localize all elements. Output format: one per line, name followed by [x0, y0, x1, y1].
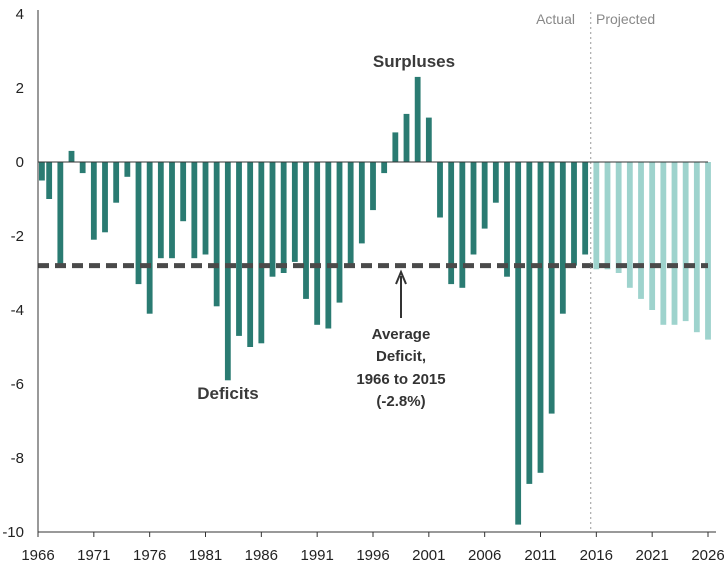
y-tick-4: 4 — [16, 6, 24, 23]
bar-2000 — [414, 76, 421, 162]
bar-1977 — [157, 162, 164, 259]
bar-1992 — [325, 162, 332, 329]
bar-1966 — [39, 162, 45, 181]
bar-2003 — [448, 162, 455, 285]
y-tick--2: -2 — [11, 228, 24, 245]
y-tick--8: -8 — [11, 450, 24, 467]
bar-1974 — [124, 162, 131, 177]
x-tick-1976: 1976 — [133, 547, 166, 564]
bar-1970 — [79, 162, 86, 174]
bar-1999 — [403, 113, 410, 162]
x-tick-1966: 1966 — [21, 547, 54, 564]
projected-label: Projected — [596, 11, 655, 27]
bar-1998 — [392, 132, 399, 162]
x-tick-1996: 1996 — [356, 547, 389, 564]
bar-2006 — [481, 162, 488, 229]
bar-2018 — [615, 162, 622, 273]
x-tick-2021: 2021 — [636, 547, 669, 564]
bar-2020 — [638, 162, 644, 299]
x-tick-2011: 2011 — [524, 547, 556, 564]
x-tick-2006: 2006 — [468, 547, 501, 564]
bar-1969 — [68, 150, 75, 162]
bar-2026 — [705, 162, 711, 340]
bar-1984 — [236, 162, 242, 336]
bar-1968 — [57, 162, 64, 266]
x-tick-2016: 2016 — [580, 547, 613, 564]
bar-2015 — [582, 162, 589, 255]
bar-1993 — [336, 162, 343, 303]
bar-2002 — [437, 162, 443, 218]
average-label-line-2: Deficit, — [376, 348, 426, 365]
bar-2022 — [660, 162, 667, 325]
bar-1991 — [314, 162, 321, 325]
bar-2012 — [548, 162, 555, 414]
bar-1980 — [191, 162, 198, 259]
bar-1979 — [180, 162, 187, 222]
y-tick-0: 0 — [16, 154, 24, 171]
bar-1971 — [90, 162, 97, 240]
bar-1996 — [370, 162, 376, 211]
average-label-line-1: Average — [372, 326, 431, 343]
x-tick-1971: 1971 — [77, 547, 110, 564]
bar-1967 — [46, 162, 53, 199]
bar-1989 — [291, 162, 298, 262]
bar-2013 — [559, 162, 566, 314]
y-tick-labels: 4 2 0 -2 -4 -6 -8 -10 — [2, 6, 24, 541]
x-tick-1986: 1986 — [245, 547, 278, 564]
bar-2023 — [671, 162, 678, 325]
bar-1997 — [381, 162, 388, 174]
deficits-label: Deficits — [197, 384, 258, 403]
actual-label: Actual — [536, 11, 575, 27]
bar-1986 — [258, 162, 265, 344]
bar-1990 — [303, 162, 309, 299]
bar-2011 — [537, 162, 544, 473]
bar-2016 — [593, 162, 600, 270]
bar-1988 — [280, 162, 287, 273]
y-tick-2: 2 — [16, 80, 24, 97]
bar-2017 — [604, 162, 611, 270]
bar-1972 — [102, 162, 108, 233]
average-label-line-4: (-2.8%) — [376, 393, 425, 410]
bar-2021 — [649, 162, 656, 310]
average-label-line-3: 1966 to 2015 — [356, 371, 445, 388]
x-tick-2026: 2026 — [691, 547, 724, 564]
bar-1994 — [347, 162, 354, 266]
average-arrow — [395, 269, 407, 318]
bar-1995 — [358, 162, 365, 244]
bar-2024 — [682, 162, 689, 322]
surpluses-label: Surpluses — [373, 52, 455, 71]
bar-2005 — [470, 162, 477, 255]
bar-2007 — [492, 162, 499, 203]
x-tick-1991: 1991 — [301, 547, 334, 564]
bar-2019 — [626, 162, 633, 288]
bar-1978 — [169, 162, 175, 259]
y-tick--4: -4 — [11, 302, 24, 319]
bar-2010 — [526, 162, 533, 484]
bar-1982 — [213, 162, 220, 307]
bar-1976 — [146, 162, 153, 314]
bar-1975 — [135, 162, 142, 285]
y-tick--6: -6 — [11, 376, 24, 393]
x-tick-2001: 2001 — [412, 547, 445, 564]
bar-1983 — [224, 162, 231, 381]
bar-1987 — [269, 162, 276, 277]
bar-2001 — [425, 117, 432, 162]
bar-1985 — [247, 162, 254, 347]
bars-group — [39, 76, 711, 525]
bar-2014 — [571, 162, 577, 266]
bar-2004 — [459, 162, 466, 288]
x-tick-1981: 1981 — [189, 547, 222, 564]
x-tick-labels: 1966 1971 1976 1981 1986 1991 1996 2001 2006 2011… — [21, 532, 724, 564]
bar-2025 — [693, 162, 700, 333]
bar-1981 — [202, 162, 209, 255]
bar-2008 — [504, 162, 510, 277]
bar-1973 — [113, 162, 120, 203]
bar-2009 — [515, 162, 522, 525]
y-tick--10: -10 — [2, 524, 24, 541]
